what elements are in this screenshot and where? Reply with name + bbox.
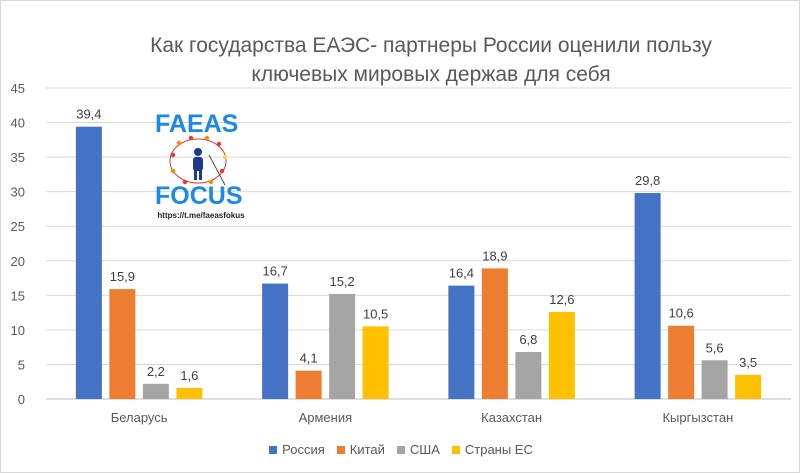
legend-entry: Россия: [269, 442, 325, 457]
bar: [548, 311, 575, 399]
bar: [701, 360, 728, 399]
data-label: 29,8: [635, 173, 660, 188]
bar: [75, 126, 102, 400]
logo-url: https://t.me/faeasfokus: [157, 211, 245, 220]
logo-text-bottom: FOCUS: [155, 182, 243, 210]
legend-label: Страны ЕС: [464, 442, 533, 457]
bar: [668, 325, 695, 399]
bar: [329, 293, 356, 399]
x-tick-label: Казахстан: [481, 410, 542, 425]
data-label: 12,6: [549, 292, 574, 307]
data-label: 16,7: [262, 264, 287, 279]
y-tick-label: 35: [11, 150, 25, 165]
bar: [176, 387, 203, 399]
data-label: 6,8: [519, 332, 537, 347]
y-tick-label: 10: [11, 323, 25, 338]
y-tick-label: 0: [18, 392, 25, 407]
y-tick-label: 20: [11, 254, 25, 269]
legend-label: США: [409, 442, 440, 457]
data-label: 2,2: [147, 364, 165, 379]
y-tick-label: 30: [11, 185, 25, 200]
y-tick-label: 45: [11, 81, 25, 96]
y-tick-label: 40: [11, 116, 25, 131]
data-label: 10,5: [363, 306, 388, 321]
legend-entry: Китай: [336, 442, 385, 457]
data-label: 3,5: [739, 355, 757, 370]
bar: [109, 289, 136, 399]
legend-label: Китай: [349, 442, 385, 457]
data-label: 16,4: [449, 266, 474, 281]
x-tick-label: Армения: [299, 410, 353, 425]
y-tick-label: 25: [11, 219, 25, 234]
legend-label: Россия: [282, 442, 325, 457]
legend-swatch: [269, 445, 278, 454]
data-label: 39,4: [76, 107, 101, 122]
data-label: 5,6: [706, 340, 724, 355]
data-label: 15,9: [110, 269, 135, 284]
bar: [262, 283, 289, 399]
y-tick-label: 15: [11, 288, 25, 303]
data-label: 18,9: [482, 248, 507, 263]
data-label: 1,6: [180, 368, 198, 383]
faeas-focus-logo: FAEAS FOCUS https://t.me/faeasfokus: [151, 107, 247, 225]
y-tick-label: 5: [18, 357, 25, 372]
x-tick-label: Кыргызстан: [662, 410, 733, 425]
legend-swatch: [451, 445, 460, 454]
data-label: 10,6: [668, 306, 693, 321]
chart-title: Как государства ЕАЭС- партнеры России оц…: [61, 31, 800, 89]
bar: [515, 352, 542, 399]
data-label: 15,2: [329, 274, 354, 289]
bar: [481, 268, 508, 399]
legend-entry: Страны ЕС: [451, 442, 533, 457]
bar: [295, 370, 322, 399]
legend-swatch: [396, 445, 405, 454]
people-circle-icon: [169, 135, 228, 186]
bar: [142, 383, 169, 399]
bar: [735, 374, 762, 399]
bar: [362, 326, 389, 399]
data-label: 4,1: [300, 351, 318, 366]
chart-legend: Россия Китай США Страны ЕС: [1, 442, 800, 457]
x-tick-label: Беларусь: [111, 410, 168, 425]
bar: [448, 285, 475, 399]
bar: [634, 193, 661, 399]
chart-title-line-1: Как государства ЕАЭС- партнеры России оц…: [150, 34, 712, 57]
logo-text-top: FAEAS: [155, 110, 239, 138]
chart-title-line-2: ключевых мировых держав для себя: [251, 63, 611, 86]
legend-swatch: [336, 445, 345, 454]
legend-entry: США: [396, 442, 440, 457]
